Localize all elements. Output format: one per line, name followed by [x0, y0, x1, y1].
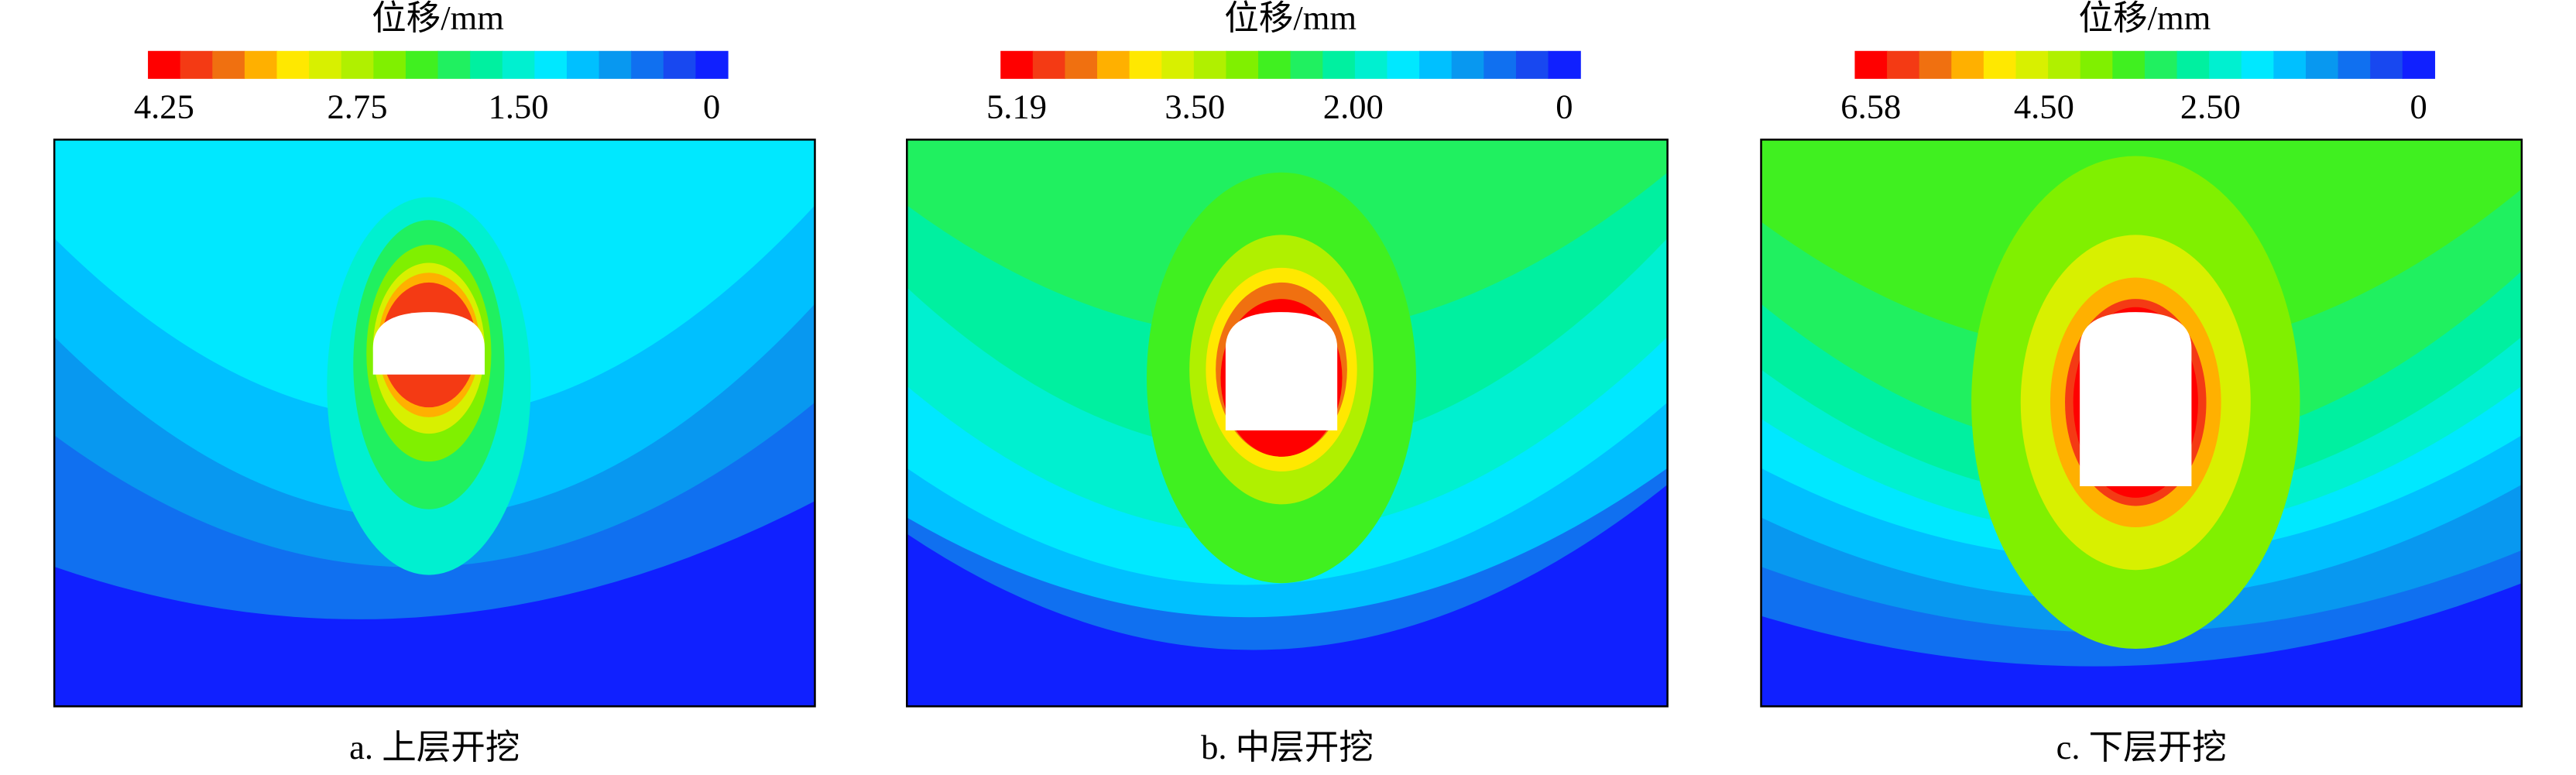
colorbar-swatch: [1451, 50, 1484, 79]
colorbar-tick-label: 3.50: [1165, 87, 1225, 125]
colorbar-swatch: [373, 50, 406, 79]
colorbar-swatch: [2370, 50, 2403, 79]
colorbar-title: 位移/mm: [372, 0, 504, 37]
colorbar-swatch: [631, 50, 664, 79]
colorbar-swatch: [1322, 50, 1356, 79]
caption: c. 下层开挖: [2056, 728, 2227, 766]
colorbar-swatch: [2015, 50, 2049, 79]
colorbar-swatch: [1193, 50, 1227, 79]
colorbar-swatch: [276, 50, 310, 79]
colorbar-swatch: [1290, 50, 1323, 79]
contour-band: [54, 501, 815, 707]
colorbar-swatch: [1354, 50, 1388, 79]
plot-frame: [53, 139, 816, 708]
colorbar-swatch: [1548, 50, 1581, 79]
tunnel: [372, 312, 485, 375]
plot: [1761, 139, 2522, 707]
colorbar-swatch: [1065, 50, 1098, 79]
colorbar-swatch: [1097, 50, 1130, 79]
colorbar-swatch: [2144, 50, 2178, 79]
colorbar-title: 位移/mm: [1224, 0, 1357, 37]
colorbar-tick-label: 4.25: [134, 87, 194, 125]
colorbar-swatch: [2338, 50, 2371, 79]
colorbar-swatch: [2080, 50, 2113, 79]
colorbar-swatch: [405, 50, 439, 79]
colorbar-swatch: [309, 50, 342, 79]
colorbar-tick-label: 4.50: [2014, 87, 2074, 125]
colorbar-swatch: [1161, 50, 1195, 79]
contour-band: [907, 484, 1668, 707]
colorbar-swatch: [2112, 50, 2146, 79]
colorbar-swatch: [1919, 50, 1952, 79]
colorbar-swatch: [1854, 50, 1888, 79]
colorbar-swatch: [502, 50, 536, 79]
colorbar-title: 位移/mm: [2079, 0, 2211, 37]
colorbar-swatch: [1887, 50, 1920, 79]
colorbar-swatch: [599, 50, 632, 79]
colorbar-swatch: [1951, 50, 1984, 79]
colorbar-swatch: [695, 50, 729, 79]
colorbar-swatch: [1226, 50, 1259, 79]
colorbar-swatch: [1387, 50, 1420, 79]
colorbar-swatch: [470, 50, 503, 79]
caption: a. 上层开挖: [349, 728, 520, 766]
plot-frame: [1760, 139, 2523, 708]
colorbar-swatch: [1032, 50, 1066, 79]
colorbar-swatch: [1983, 50, 2017, 79]
panel: 位移/mm 4.25 2.75 1.50 0 a. 上层开挖: [53, 0, 816, 766]
colorbar-swatch: [1258, 50, 1291, 79]
colorbar-tick-label: 2.50: [2180, 87, 2241, 125]
colorbar-swatch: [341, 50, 374, 79]
colorbar-swatch: [2241, 50, 2275, 79]
colorbar-swatch: [244, 50, 278, 79]
colorbar-swatch: [2176, 50, 2210, 79]
colorbar-swatch: [1515, 50, 1549, 79]
colorbar-swatch: [1129, 50, 1162, 79]
caption: b. 中层开挖: [1201, 728, 1374, 766]
colorbar-swatch: [534, 50, 568, 79]
colorbar-swatch: [2305, 50, 2339, 79]
colorbar-swatch: [1000, 50, 1034, 79]
colorbar-swatch: [2273, 50, 2307, 79]
colorbar-tick-label: 6.58: [1840, 87, 1901, 125]
colorbar-swatch: [566, 50, 600, 79]
colorbar-swatch: [1484, 50, 1517, 79]
colorbar-swatch: [1419, 50, 1453, 79]
colorbar-tick-label: 5.19: [986, 87, 1047, 125]
colorbar-tick-label: 0: [2410, 87, 2427, 125]
colorbar-tick-label: 0: [703, 87, 720, 125]
tunnel: [1225, 312, 1338, 430]
colorbar-tick-label: 2.75: [328, 87, 388, 125]
colorbar-swatch: [663, 50, 697, 79]
colorbar-swatch: [148, 50, 181, 79]
colorbar-tick-label: 0: [1556, 87, 1573, 125]
colorbar-swatch: [2402, 50, 2436, 79]
colorbar-swatch: [2209, 50, 2242, 79]
plot: [907, 139, 1668, 707]
contour-band: [1761, 583, 2522, 707]
panel: 位移/mm 6.58 4.50 2.50 0 c. 下层开挖: [1760, 0, 2523, 766]
plot-frame: [906, 139, 1669, 708]
colorbar-swatch: [437, 50, 471, 79]
panel: 位移/mm 5.19 3.50 2.00 0 b. 中层开挖: [906, 0, 1669, 766]
colorbar-swatch: [180, 50, 213, 79]
colorbar-tick-label: 1.50: [489, 87, 549, 125]
colorbar-swatch: [2048, 50, 2081, 79]
colorbar-tick-label: 2.00: [1323, 87, 1384, 125]
tunnel: [2080, 312, 2192, 487]
plot: [54, 139, 815, 707]
colorbar-swatch: [212, 50, 245, 79]
